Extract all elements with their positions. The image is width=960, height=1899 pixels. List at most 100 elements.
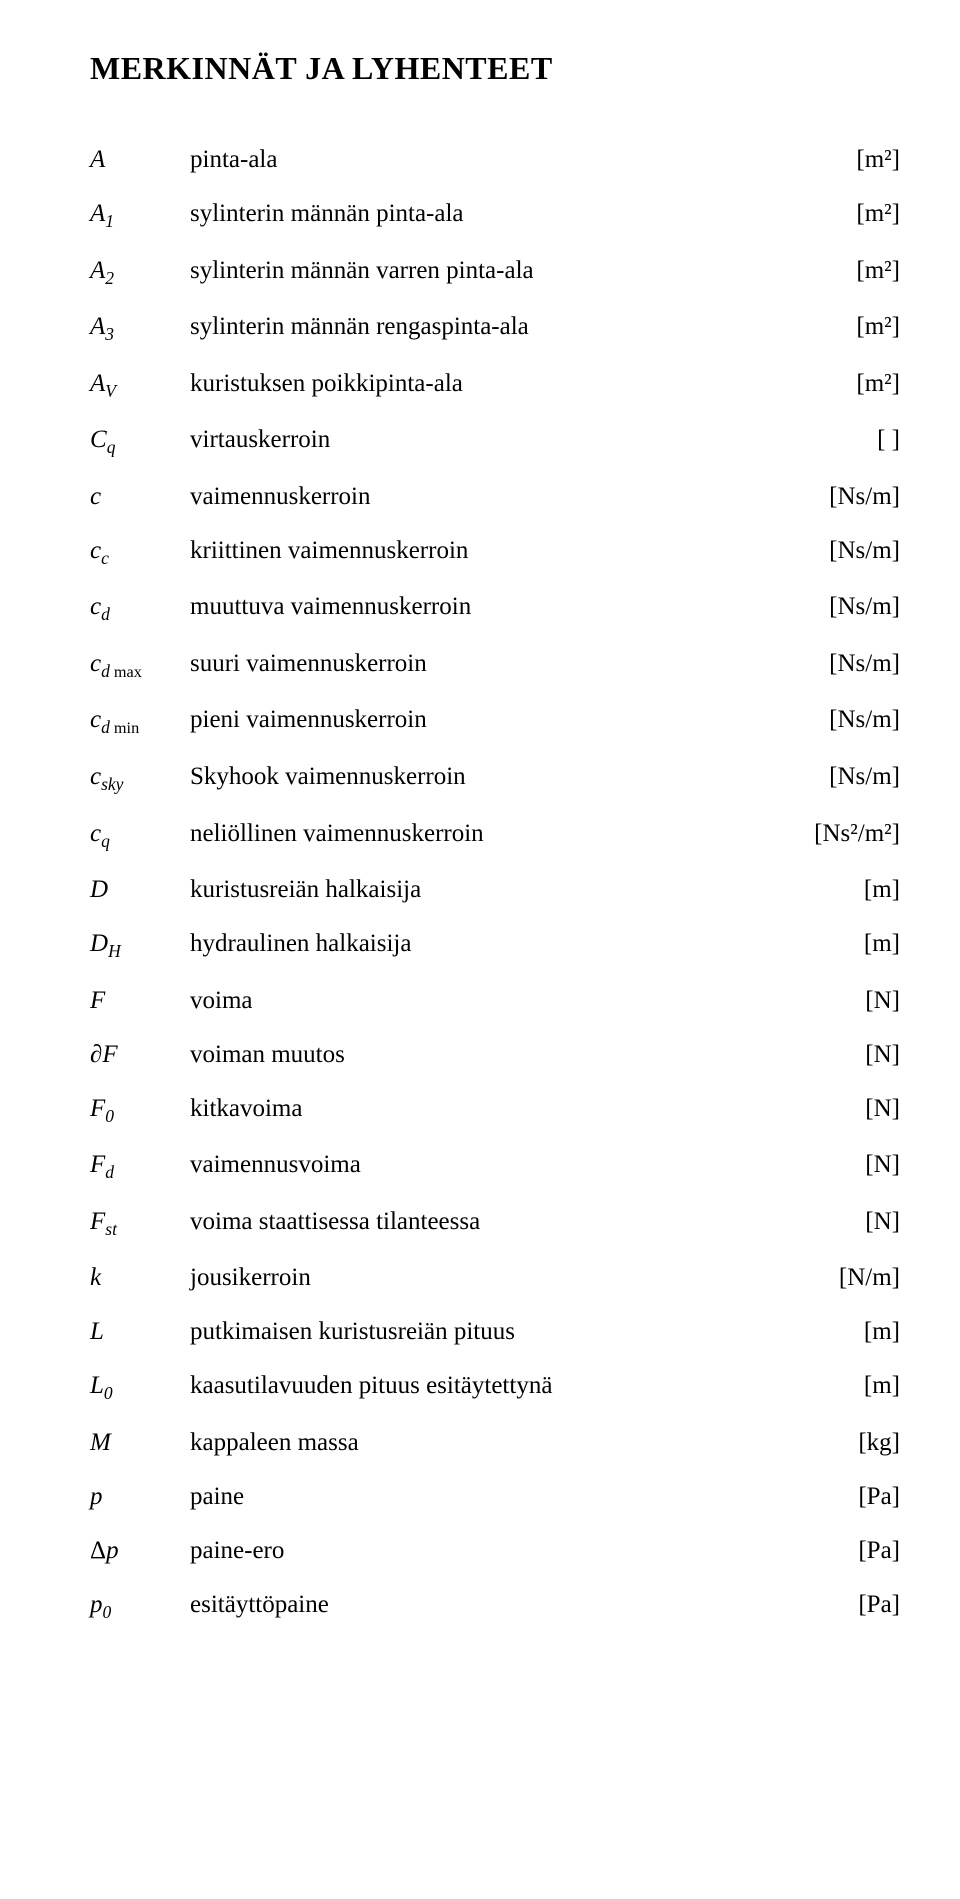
unit: [Ns/m] bbox=[800, 533, 900, 568]
unit: [m] bbox=[800, 872, 900, 907]
description: sylinterin männän varren pinta-ala bbox=[190, 253, 800, 288]
symbol: A bbox=[90, 142, 190, 177]
unit: [N] bbox=[800, 1204, 900, 1239]
symbol: Fst bbox=[90, 1204, 190, 1242]
definition-row: cd maxsuuri vaimennuskerroin[Ns/m] bbox=[90, 646, 900, 684]
symbol: M bbox=[90, 1425, 190, 1460]
symbol: k bbox=[90, 1260, 190, 1295]
symbol: A2 bbox=[90, 253, 190, 291]
definition-row: Dkuristusreiän halkaisija[m] bbox=[90, 872, 900, 907]
definition-row: cd minpieni vaimennuskerroin[Ns/m] bbox=[90, 702, 900, 740]
definition-row: ∂Fvoiman muutos[N] bbox=[90, 1037, 900, 1072]
unit: [N] bbox=[800, 1147, 900, 1182]
description: kappaleen massa bbox=[190, 1425, 800, 1460]
symbol: A1 bbox=[90, 196, 190, 234]
symbol: Δp bbox=[90, 1533, 190, 1568]
description: kaasutilavuuden pituus esitäytettynä bbox=[190, 1368, 800, 1403]
definition-row: A3sylinterin männän rengaspinta-ala[m²] bbox=[90, 309, 900, 347]
symbol: L0 bbox=[90, 1368, 190, 1406]
symbol: cd max bbox=[90, 646, 190, 684]
symbol: F0 bbox=[90, 1091, 190, 1129]
definition-row: F0kitkavoima[N] bbox=[90, 1091, 900, 1129]
definition-row: L0kaasutilavuuden pituus esitäytettynä[m… bbox=[90, 1368, 900, 1406]
unit: [Ns/m] bbox=[800, 479, 900, 514]
description: virtauskerroin bbox=[190, 422, 800, 457]
unit: [N] bbox=[800, 1091, 900, 1126]
symbol: L bbox=[90, 1314, 190, 1349]
description: sylinterin männän pinta-ala bbox=[190, 196, 800, 231]
description: suuri vaimennuskerroin bbox=[190, 646, 800, 681]
symbol: Fd bbox=[90, 1147, 190, 1185]
description: jousikerroin bbox=[190, 1260, 800, 1295]
unit: [m²] bbox=[800, 196, 900, 231]
definitions-table: Apinta-ala[m²]A1sylinterin männän pinta-… bbox=[90, 142, 900, 1624]
unit: [Ns/m] bbox=[800, 589, 900, 624]
description: putkimaisen kuristusreiän pituus bbox=[190, 1314, 800, 1349]
definition-row: cvaimennuskerroin[Ns/m] bbox=[90, 479, 900, 514]
definition-row: A1sylinterin männän pinta-ala[m²] bbox=[90, 196, 900, 234]
definition-row: ppaine[Pa] bbox=[90, 1479, 900, 1514]
description: voima staattisessa tilanteessa bbox=[190, 1204, 800, 1239]
description: esitäyttöpaine bbox=[190, 1587, 800, 1622]
description: neliöllinen vaimennuskerroin bbox=[190, 816, 800, 851]
definition-row: A2sylinterin männän varren pinta-ala[m²] bbox=[90, 253, 900, 291]
unit: [m] bbox=[800, 1314, 900, 1349]
definition-row: Fstvoima staattisessa tilanteessa[N] bbox=[90, 1204, 900, 1242]
definition-row: p0esitäyttöpaine[Pa] bbox=[90, 1587, 900, 1625]
definition-row: kjousikerroin[N/m] bbox=[90, 1260, 900, 1295]
symbol: cd bbox=[90, 589, 190, 627]
unit: [N] bbox=[800, 983, 900, 1018]
definition-row: Fdvaimennusvoima[N] bbox=[90, 1147, 900, 1185]
symbol: cq bbox=[90, 816, 190, 854]
unit: [m²] bbox=[800, 366, 900, 401]
unit: [Ns/m] bbox=[800, 759, 900, 794]
description: paine bbox=[190, 1479, 800, 1514]
unit: [m²] bbox=[800, 309, 900, 344]
definition-row: Fvoima[N] bbox=[90, 983, 900, 1018]
description: pinta-ala bbox=[190, 142, 800, 177]
description: vaimennuskerroin bbox=[190, 479, 800, 514]
symbol: F bbox=[90, 983, 190, 1018]
unit: [N] bbox=[800, 1037, 900, 1072]
definition-row: cdmuuttuva vaimennuskerroin[Ns/m] bbox=[90, 589, 900, 627]
definition-row: cqneliöllinen vaimennuskerroin[Ns²/m²] bbox=[90, 816, 900, 854]
symbol: DH bbox=[90, 926, 190, 964]
unit: [Pa] bbox=[800, 1533, 900, 1568]
unit: [m²] bbox=[800, 253, 900, 288]
description: voiman muutos bbox=[190, 1037, 800, 1072]
symbol: ∂F bbox=[90, 1037, 190, 1072]
symbol: csky bbox=[90, 759, 190, 797]
symbol: c bbox=[90, 479, 190, 514]
description: sylinterin männän rengaspinta-ala bbox=[190, 309, 800, 344]
unit: [m²] bbox=[800, 142, 900, 177]
description: kitkavoima bbox=[190, 1091, 800, 1126]
description: pieni vaimennuskerroin bbox=[190, 702, 800, 737]
description: voima bbox=[190, 983, 800, 1018]
unit: [ ] bbox=[800, 422, 900, 457]
description: hydraulinen halkaisija bbox=[190, 926, 800, 961]
unit: [N/m] bbox=[800, 1260, 900, 1295]
description: vaimennusvoima bbox=[190, 1147, 800, 1182]
symbol: D bbox=[90, 872, 190, 907]
unit: [Ns/m] bbox=[800, 646, 900, 681]
definition-row: cskySkyhook vaimennuskerroin[Ns/m] bbox=[90, 759, 900, 797]
symbol: cc bbox=[90, 533, 190, 571]
definition-row: Cqvirtauskerroin[ ] bbox=[90, 422, 900, 460]
unit: [Ns/m] bbox=[800, 702, 900, 737]
definition-row: Δppaine-ero[Pa] bbox=[90, 1533, 900, 1568]
unit: [Ns²/m²] bbox=[800, 816, 900, 851]
unit: [kg] bbox=[800, 1425, 900, 1460]
unit: [m] bbox=[800, 926, 900, 961]
definition-row: Mkappaleen massa[kg] bbox=[90, 1425, 900, 1460]
definition-row: DHhydraulinen halkaisija[m] bbox=[90, 926, 900, 964]
description: kuristusreiän halkaisija bbox=[190, 872, 800, 907]
description: Skyhook vaimennuskerroin bbox=[190, 759, 800, 794]
unit: [m] bbox=[800, 1368, 900, 1403]
description: muuttuva vaimennuskerroin bbox=[190, 589, 800, 624]
definition-row: Apinta-ala[m²] bbox=[90, 142, 900, 177]
description: paine-ero bbox=[190, 1533, 800, 1568]
symbol: A3 bbox=[90, 309, 190, 347]
symbol: cd min bbox=[90, 702, 190, 740]
symbol: Cq bbox=[90, 422, 190, 460]
symbol: AV bbox=[90, 366, 190, 404]
